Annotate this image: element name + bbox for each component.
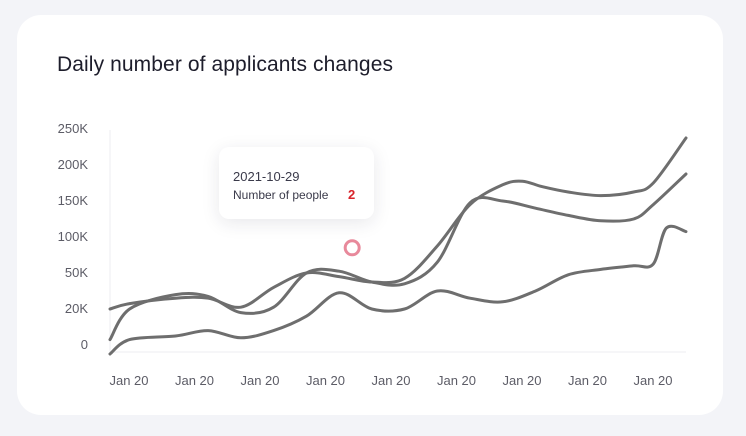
x-tick-label: Jan 20: [240, 373, 279, 388]
y-tick-label: 50K: [65, 265, 88, 280]
tooltip-date: 2021-10-29: [233, 169, 300, 184]
series-line-1: [108, 172, 688, 342]
series-line-2: [108, 136, 688, 311]
y-tick-label: 250K: [58, 121, 89, 136]
tooltip: 2021-10-29 Number of people 2: [219, 147, 374, 219]
series-line-3: [108, 224, 688, 356]
y-tick-label: 20K: [65, 301, 88, 316]
x-tick-labels: Jan 20 Jan 20 Jan 20 Jan 20 Jan 20 Jan 20 Jan …: [109, 373, 672, 388]
y-tick-labels: 0 20K 50K 100K 150K 200K 250K: [58, 121, 89, 352]
tooltip-marker-group: [343, 239, 361, 257]
x-tick-label: Jan 20: [502, 373, 541, 388]
tooltip-label: Number of people: [233, 188, 329, 202]
x-tick-label: Jan 20: [371, 373, 410, 388]
y-tick-label: 150K: [58, 193, 89, 208]
x-tick-label: Jan 20: [109, 373, 148, 388]
x-tick-label: Jan 20: [568, 373, 607, 388]
x-tick-label: Jan 20: [306, 373, 345, 388]
y-tick-label: 100K: [58, 229, 89, 244]
tooltip-value: 2: [348, 187, 356, 202]
x-tick-label: Jan 20: [437, 373, 476, 388]
chart-title: Daily number of applicants changes: [57, 53, 394, 76]
y-tick-label: 0: [81, 337, 88, 352]
x-tick-label: Jan 20: [633, 373, 672, 388]
y-tick-label: 200K: [58, 157, 89, 172]
tooltip-marker: [343, 239, 361, 257]
x-tick-label: Jan 20: [175, 373, 214, 388]
series-lines: [108, 136, 688, 356]
